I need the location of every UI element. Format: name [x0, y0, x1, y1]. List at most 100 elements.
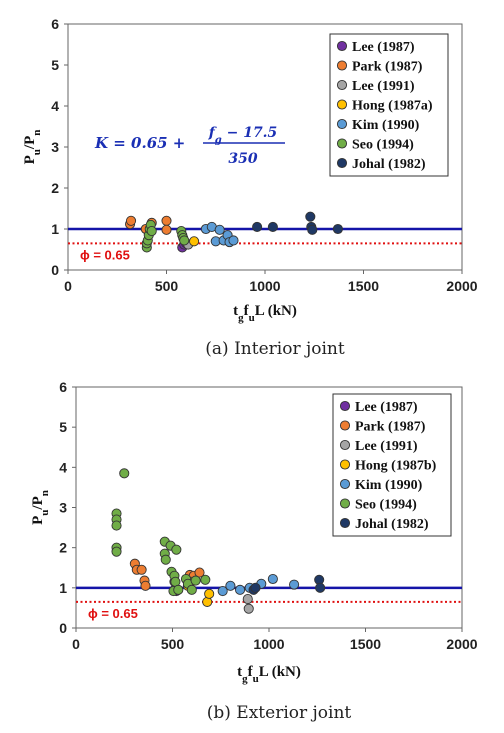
legend-marker	[336, 40, 348, 52]
data-point	[225, 580, 236, 591]
legend-entry: Johal (1982)	[355, 517, 429, 532]
data-point	[186, 584, 197, 595]
data-point	[250, 582, 261, 593]
data-point	[146, 225, 157, 237]
y-tick-label: 6	[51, 16, 59, 32]
y-tick-label: 0	[51, 262, 59, 278]
legend-entry: Kim (1990)	[355, 478, 423, 493]
legend-marker	[336, 157, 348, 169]
legend-marker	[336, 118, 348, 130]
phi-label: ϕ = 0.65	[88, 606, 138, 621]
data-point	[190, 575, 201, 586]
y-axis-label: Pu/Pn	[22, 130, 43, 165]
x-tick-label: 1000	[249, 278, 280, 294]
legend-entry: Lee (1987)	[352, 40, 415, 55]
data-point	[200, 574, 211, 585]
data-point	[171, 544, 182, 555]
figure-caption: (b) Exterior joint	[207, 703, 352, 723]
data-point	[136, 564, 147, 575]
legend-marker	[336, 138, 348, 149]
data-point	[111, 546, 122, 557]
legend-entry: Park (1987)	[352, 60, 423, 75]
y-tick-label: 0	[59, 620, 67, 636]
data-point	[315, 582, 326, 593]
y-tick-label: 4	[51, 98, 59, 114]
data-point	[332, 223, 343, 235]
data-point	[140, 580, 151, 591]
data-point	[189, 236, 200, 247]
legend-entry: Park (1987)	[355, 420, 426, 435]
y-tick-label: 1	[51, 221, 59, 237]
data-point	[161, 215, 172, 226]
x-tick-label: 500	[161, 636, 185, 652]
x-tick-label: 1500	[348, 278, 379, 294]
data-point	[173, 584, 184, 595]
x-tick-label: 0	[72, 636, 80, 652]
legend-box	[329, 33, 449, 177]
y-tick-label: 4	[59, 459, 67, 475]
y-tick-label: 1	[59, 580, 67, 596]
formula-lhs: K = 0.65 +	[94, 134, 185, 152]
data-point	[194, 567, 205, 578]
data-point	[179, 235, 190, 246]
legend-entry: Lee (1991)	[355, 439, 418, 454]
x-tick-label: 1500	[350, 636, 381, 652]
legend-marker	[336, 99, 348, 110]
legend-entry: Hong (1987b)	[355, 459, 437, 474]
y-tick-label: 3	[59, 500, 67, 516]
legend-entry: Lee (1987)	[355, 400, 418, 415]
legend-marker	[339, 498, 351, 509]
y-tick-label: 5	[51, 57, 59, 73]
x-tick-label: 2000	[446, 636, 477, 652]
chart-panel-exterior: 0 1 2 3 4 5 6 0 500 1000 1500 2000 ϕ = 0.65 Lee (1987…	[30, 379, 478, 723]
figure-caption: (a) Interior joint	[205, 339, 345, 359]
chart-panel-interior: 0 1 2 3 4 5 6 0 500 1000 1500 2000 ϕ = 0.65 Lee (1987…	[22, 16, 478, 359]
phi-label: ϕ = 0.65	[80, 247, 130, 262]
data-point	[217, 585, 228, 597]
x-tick-label: 0	[64, 278, 72, 294]
x-tick-label: 2000	[446, 278, 477, 294]
y-tick-label: 5	[59, 419, 67, 435]
legend-entry: Seo (1994)	[355, 498, 417, 513]
legend-box	[332, 393, 452, 537]
legend-marker	[339, 400, 351, 412]
x-tick-label: 1000	[253, 636, 284, 652]
data-point	[234, 584, 246, 595]
x-axis-label: tgfuL (kN)	[233, 303, 297, 324]
data-point	[242, 594, 253, 605]
data-point	[267, 573, 278, 585]
data-point	[125, 215, 137, 226]
y-axis-label: Pu/Pn	[30, 490, 51, 525]
legend-marker	[336, 79, 348, 91]
y-tick-label: 2	[51, 180, 59, 196]
data-point	[289, 579, 300, 590]
data-point	[160, 554, 171, 565]
data-point	[243, 603, 254, 614]
x-tick-label: 500	[155, 278, 179, 294]
legend-marker	[339, 420, 351, 431]
y-tick-label: 6	[59, 379, 67, 395]
data-point	[267, 221, 278, 232]
data-point	[307, 224, 318, 235]
data-point	[111, 520, 122, 531]
legend-marker	[339, 459, 351, 470]
formula-denominator: 350	[228, 151, 257, 167]
legend-entry: Johal (1982)	[352, 157, 426, 172]
legend-entry: Seo (1994)	[352, 138, 414, 153]
data-point	[214, 224, 225, 235]
y-tick-label: 2	[59, 540, 67, 556]
data-point	[305, 211, 316, 222]
data-point	[119, 468, 130, 479]
legend-marker	[336, 60, 348, 71]
data-point	[204, 588, 215, 599]
data-point	[252, 221, 263, 232]
legend-marker	[339, 478, 351, 490]
formula-numerator: fg − 17.5	[208, 125, 278, 146]
data-point	[228, 235, 239, 246]
y-tick-label: 3	[51, 139, 59, 155]
legend-entry: Kim (1990)	[352, 118, 420, 133]
legend-marker	[339, 439, 351, 451]
legend-entry: Lee (1991)	[352, 79, 415, 94]
legend-marker	[339, 517, 351, 529]
